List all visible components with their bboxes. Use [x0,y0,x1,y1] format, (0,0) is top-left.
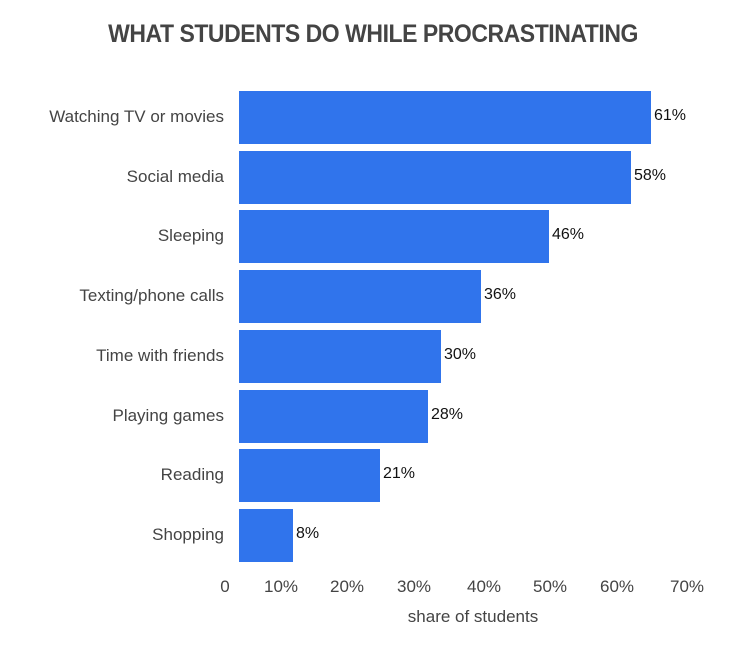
x-tick-label: 60% [599,577,635,596]
bar [239,330,441,383]
x-tick-label: 70% [669,577,705,596]
x-axis-label: share of students [407,607,539,626]
category-label: Time with friends [96,346,224,365]
x-tick-label: 10% [263,577,299,596]
category-label: Shopping [152,525,224,544]
value-label: 36% [484,286,517,303]
category-label: Reading [160,465,224,484]
bar [239,151,631,204]
category-label: Sleeping [157,226,224,245]
x-tick-label: 30% [396,577,432,596]
category-label: Texting/phone calls [79,286,224,305]
value-label: 30% [444,346,477,363]
bar [239,509,293,562]
x-tick-label: 50% [532,577,568,596]
value-label: 8% [296,525,320,542]
category-label: Playing games [112,406,224,425]
chart-title: WHAT STUDENTS DO WHILE PROCRASTINATING [108,20,638,48]
bar [239,449,380,502]
bar [239,91,651,144]
value-label: 46% [552,226,585,243]
x-tick-label: 40% [466,577,502,596]
value-label: 58% [634,167,667,184]
x-tick-label: 20% [329,577,365,596]
value-label: 28% [431,406,464,423]
bar [239,390,428,443]
value-label: 61% [654,107,687,124]
category-label: Social media [126,167,224,186]
value-label: 21% [383,465,416,482]
bar [239,210,549,263]
category-label: Watching TV or movies [49,107,224,126]
x-tick-label: 0 [220,577,230,596]
bar [239,270,481,323]
